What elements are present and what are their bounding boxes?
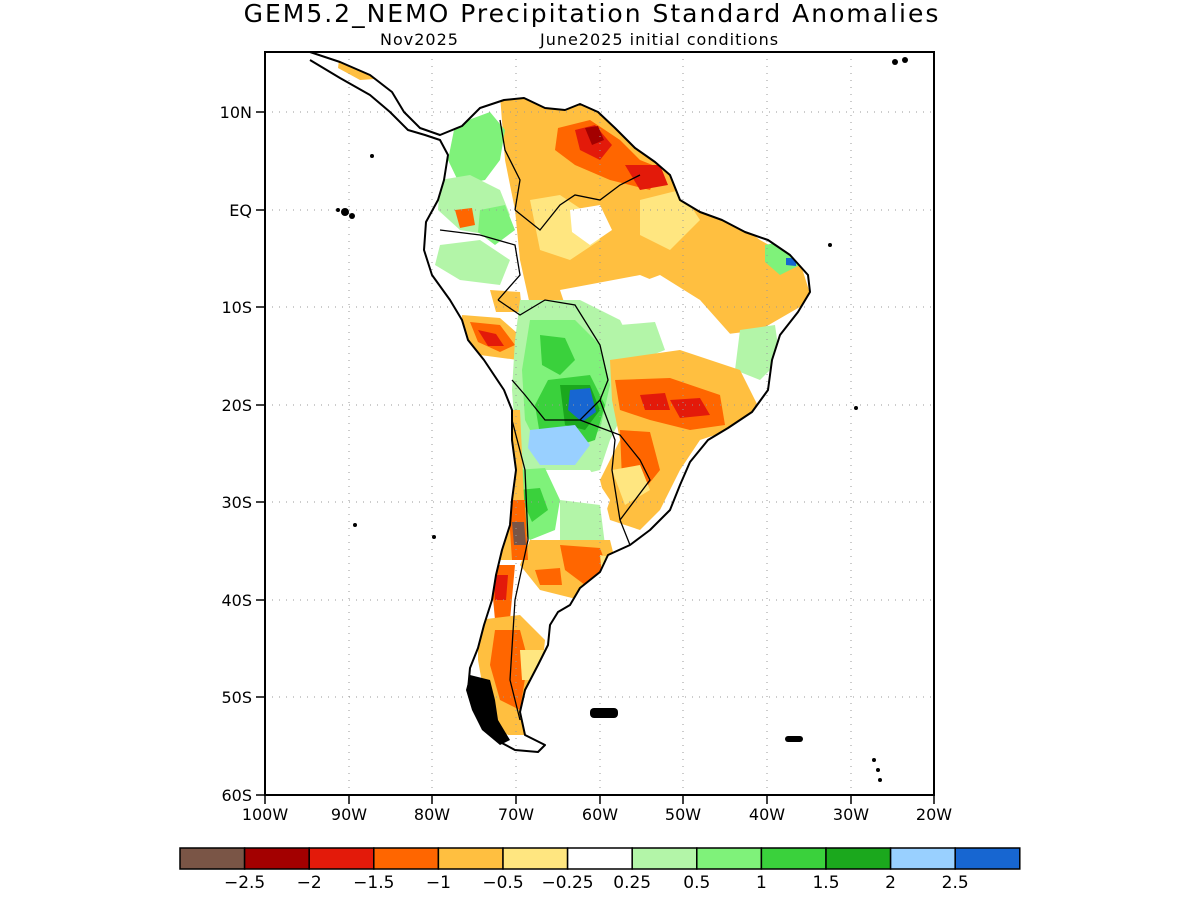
colorbar-swatch (825, 847, 892, 870)
colorbar-swatch (502, 847, 569, 870)
lon-label: 90W (331, 805, 367, 824)
colorbar-swatch (179, 847, 246, 870)
colorbar-swatch (954, 847, 1021, 870)
islands (336, 57, 908, 782)
map-area (265, 52, 934, 795)
lon-label: 60W (582, 805, 618, 824)
lon-label: 40W (749, 805, 785, 824)
axis-ticks (256, 111, 935, 804)
lon-label: 70W (498, 805, 534, 824)
colorbar-swatch (243, 847, 310, 870)
colorbar-swatch (631, 847, 698, 870)
colorbar-swatch (760, 847, 827, 870)
lon-label: 30W (833, 805, 869, 824)
colorbar-label: 1.5 (812, 873, 839, 893)
colorbar-label: −0.25 (542, 873, 594, 893)
map-subtitle-init: June2025 initial conditions (539, 30, 779, 49)
colorbar-label: −0.5 (482, 873, 523, 893)
colorbar: −2.5 −2 −1.5 −1 −0.5 −0.25 0.25 0.5 1 1.5 2 2.5 (179, 847, 1021, 893)
lat-label: 20S (221, 396, 252, 415)
colorbar-swatch (696, 847, 763, 870)
lat-lon-grid (265, 52, 934, 795)
lat-label: 40S (221, 591, 252, 610)
lat-label: 30S (221, 493, 252, 512)
colorbar-swatch (308, 847, 375, 870)
latitude-labels: 10N EQ 10S 20S 30S 40S 50S 60S (220, 103, 252, 805)
colorbar-label: −2.5 (224, 873, 265, 893)
lat-label: 50S (221, 688, 252, 707)
colorbar-label: −2 (297, 873, 322, 893)
map-title: GEM5.2_NEMO Precipitation Standard Anoma… (244, 0, 941, 28)
lat-label: 10N (220, 103, 252, 122)
lat-label: 60S (221, 786, 252, 805)
colorbar-label: 1 (756, 873, 767, 893)
map-subtitle-month: Nov2025 (380, 30, 459, 49)
colorbar-label: 2 (885, 873, 896, 893)
colorbar-label: −1 (426, 873, 451, 893)
colorbar-swatch (373, 847, 440, 870)
colorbar-label: −1.5 (353, 873, 394, 893)
coastline (309, 52, 811, 753)
lat-label: EQ (229, 201, 252, 220)
colorbar-label: 2.5 (942, 873, 969, 893)
lat-label: 10S (221, 298, 252, 317)
colorbar-label: 0.5 (683, 873, 710, 893)
lon-label: 20W (916, 805, 952, 824)
colorbar-label: 0.25 (613, 873, 651, 893)
colorbar-swatch (437, 847, 504, 870)
longitude-labels: 100W 90W 80W 70W 60W 50W 40W 30W 20W (242, 805, 952, 824)
lon-label: 100W (242, 805, 289, 824)
lon-label: 80W (414, 805, 450, 824)
colorbar-swatch (889, 847, 956, 870)
colorbar-swatch (566, 847, 633, 870)
lon-label: 50W (665, 805, 701, 824)
country-borders (439, 119, 651, 721)
